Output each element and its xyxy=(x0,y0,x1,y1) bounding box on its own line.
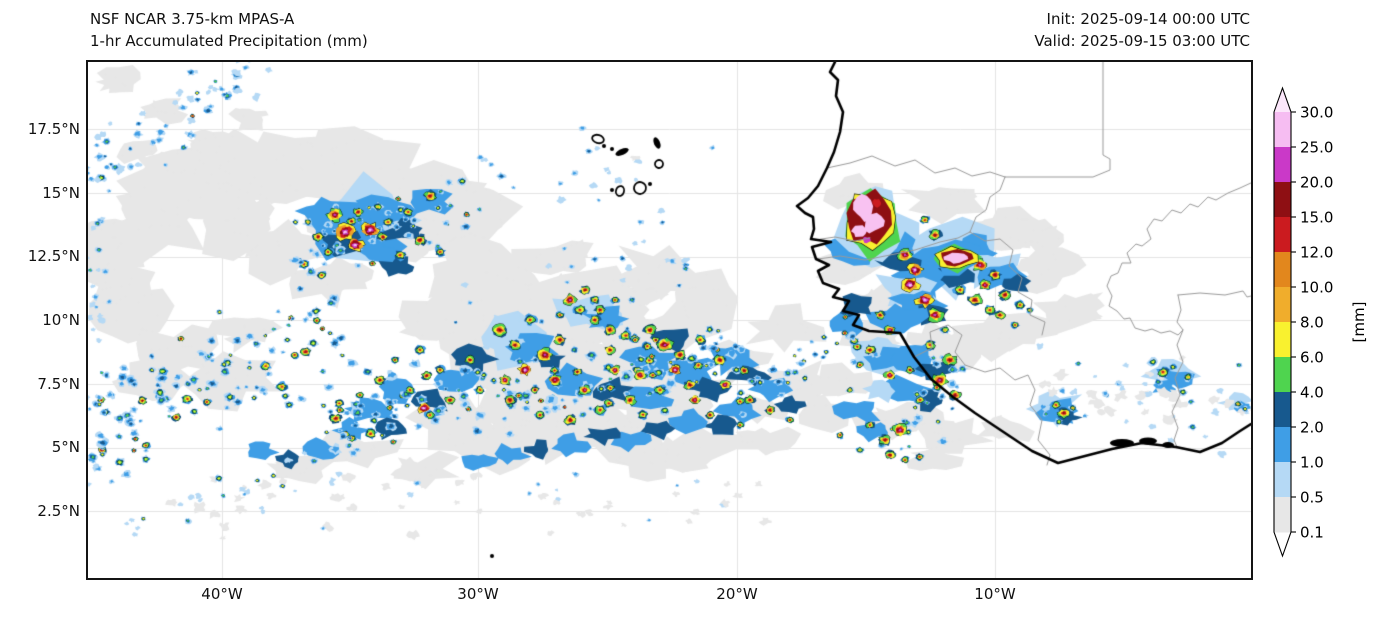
title-line-variable: 1-hr Accumulated Precipitation (mm) xyxy=(90,32,368,50)
lat-tick-label: 12.5°N xyxy=(27,247,80,265)
colorbar-band xyxy=(1274,322,1291,358)
colorbar-tick-label: 8.0 xyxy=(1300,314,1324,332)
colorbar-band xyxy=(1274,462,1291,498)
colorbar-tick-label: 15.0 xyxy=(1300,209,1333,227)
colorbar-tick-label: 30.0 xyxy=(1300,104,1333,122)
colorbar-band xyxy=(1274,182,1291,218)
lat-tick-label: 15°N xyxy=(42,184,80,202)
lon-tick-label: 10°W xyxy=(974,585,1016,603)
lat-tick-label: 7.5°N xyxy=(37,375,80,393)
lat-tick-label: 5°N xyxy=(51,438,80,456)
colorbar-band xyxy=(1274,147,1291,183)
colorbar-tick-label: 2.0 xyxy=(1300,419,1324,437)
colorbar: 30.0 25.0 20.0 15.0 12.0 10.0 8.0 6.0 4.0 2.0 1.0 0… xyxy=(1273,86,1368,558)
lat-tick-label: 2.5°N xyxy=(37,502,80,520)
plot-title: NSF NCAR 3.75-km MPAS-A 1-hr Accumulated… xyxy=(90,8,368,52)
colorbar-tick-label: 0.1 xyxy=(1300,524,1324,542)
colorbar-tick-label: 1.0 xyxy=(1300,454,1324,472)
colorbar-band xyxy=(1274,287,1291,323)
colorbar-tick-label: 4.0 xyxy=(1300,384,1324,402)
precipitation-map-canvas xyxy=(88,62,1251,578)
colorbar-tick-label: 0.5 xyxy=(1300,489,1324,507)
colorbar-band xyxy=(1274,392,1291,428)
colorbar-tick-label: 12.0 xyxy=(1300,244,1333,262)
colorbar-band xyxy=(1274,357,1291,393)
lon-tick-label: 30°W xyxy=(457,585,499,603)
lon-tick-label: 40°W xyxy=(201,585,243,603)
lat-tick-label: 10°N xyxy=(42,311,80,329)
colorbar-band xyxy=(1274,427,1291,463)
lat-tick-label: 17.5°N xyxy=(27,120,80,138)
lon-tick-label: 20°W xyxy=(716,585,758,603)
colorbar-band xyxy=(1274,112,1291,148)
colorbar-under-arrow xyxy=(1274,532,1291,556)
colorbar-unit-label: [mm] xyxy=(1350,302,1368,343)
colorbar-tick-label: 20.0 xyxy=(1300,174,1333,192)
title-line-model: NSF NCAR 3.75-km MPAS-A xyxy=(90,10,295,28)
colorbar-band xyxy=(1274,497,1291,533)
colorbar-band xyxy=(1274,217,1291,253)
colorbar-tick-label: 6.0 xyxy=(1300,349,1324,367)
valid-time-label: Valid: 2025-09-15 03:00 UTC xyxy=(1034,32,1250,50)
run-times: Init: 2025-09-14 00:00 UTC Valid: 2025-0… xyxy=(1034,8,1250,52)
init-time-label: Init: 2025-09-14 00:00 UTC xyxy=(1046,10,1250,28)
map-plot-area xyxy=(86,60,1253,580)
colorbar-tick-label: 10.0 xyxy=(1300,279,1333,297)
colorbar-band xyxy=(1274,252,1291,288)
colorbar-over-arrow xyxy=(1274,88,1291,112)
colorbar-tick-label: 25.0 xyxy=(1300,139,1333,157)
